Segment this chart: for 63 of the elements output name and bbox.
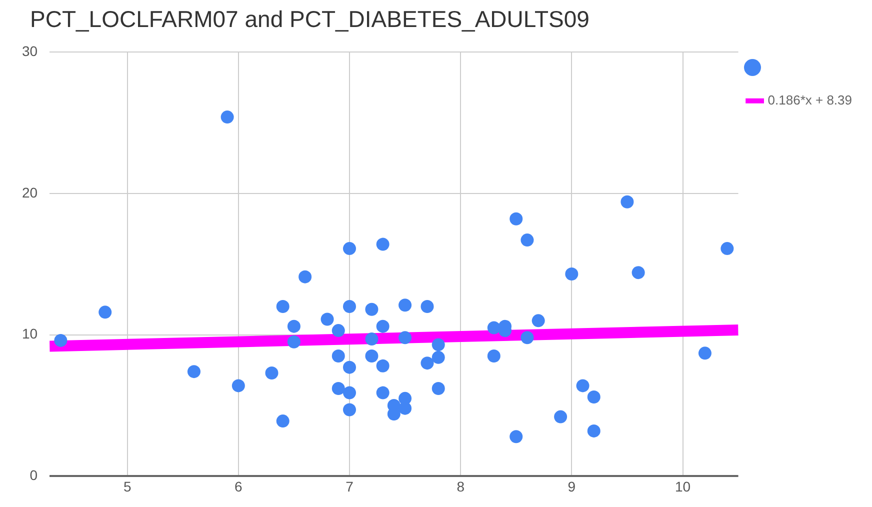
point (232, 379, 245, 392)
point (520, 331, 534, 344)
point (420, 300, 434, 314)
point (376, 238, 390, 251)
point (620, 195, 634, 208)
x-tick-label: 5 (123, 478, 132, 494)
point (487, 350, 500, 363)
point (587, 424, 600, 438)
point (287, 335, 300, 348)
point (343, 403, 356, 416)
chart-title: PCT_LOCLFARM07 and PCT_DIABETES_ADULTS09 (30, 6, 590, 33)
point (265, 366, 278, 380)
point (698, 346, 712, 360)
point (343, 300, 356, 314)
y-tick-label: 20 (22, 184, 38, 200)
y-tick-label: 0 (30, 467, 38, 484)
point (398, 402, 412, 415)
point (520, 234, 534, 247)
point (398, 331, 412, 344)
point (376, 359, 390, 372)
x-tick-label: 6 (234, 478, 243, 494)
point (365, 350, 378, 363)
y-tick-label: 10 (22, 326, 38, 342)
x-tick-label: 8 (456, 478, 465, 494)
point (532, 314, 545, 328)
x-tick-label: 9 (568, 478, 576, 494)
point (587, 390, 600, 404)
point (220, 110, 234, 124)
point (287, 320, 300, 333)
point (565, 268, 578, 280)
point (487, 321, 500, 334)
point (276, 414, 290, 428)
point (510, 212, 523, 226)
point (576, 379, 590, 392)
point (276, 300, 290, 314)
point (98, 306, 112, 319)
point (187, 365, 200, 378)
point (332, 382, 345, 396)
point (510, 430, 523, 444)
point (632, 266, 645, 280)
x-tick-label: 7 (346, 478, 354, 494)
point (332, 350, 345, 363)
point (343, 386, 356, 400)
point (365, 302, 378, 316)
point (432, 382, 445, 396)
point (332, 324, 345, 338)
point (432, 338, 445, 352)
point (343, 242, 356, 256)
point (376, 386, 390, 400)
point (343, 360, 356, 374)
point (365, 332, 378, 346)
point (554, 410, 568, 424)
point (298, 270, 312, 284)
point (376, 320, 390, 333)
point (420, 356, 434, 370)
point (432, 350, 445, 364)
point (398, 298, 412, 312)
legend-label: 0.186*x + 8.39 (768, 92, 852, 108)
point (54, 334, 68, 347)
x-tick-label: 10 (674, 478, 691, 494)
y-tick-label: 30 (22, 42, 38, 59)
point (320, 312, 334, 326)
point (720, 242, 734, 256)
